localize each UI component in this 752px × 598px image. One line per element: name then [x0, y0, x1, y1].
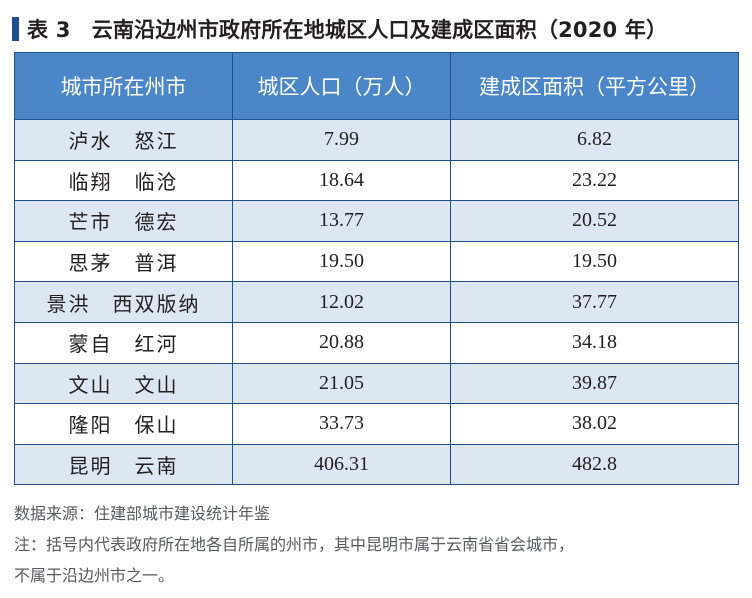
area-cell: 19.50 — [450, 240, 739, 283]
table-row: 临翔 临沧 18.64 23.22 — [14, 159, 739, 202]
footnote-line-2: 不属于沿边州市之一。 — [14, 566, 175, 585]
data-source-note: 数据来源：住建部城市建设统计年鉴 — [14, 504, 271, 523]
population-cell: 33.73 — [232, 403, 451, 445]
table-title: 表 3 云南沿边州市政府所在地城区人口及建成区面积（2020 年） — [27, 18, 668, 42]
table-body: 泸水 怒江 7.99 6.82 临翔 临沧 18.64 23.22 芒市 德宏 … — [14, 119, 739, 486]
area-cell: 34.18 — [450, 321, 739, 364]
column-header-city: 城市所在州市 — [14, 52, 233, 120]
city-cell: 昆明 云南 — [14, 443, 233, 486]
caption-accent-bar — [12, 17, 19, 41]
population-cell: 20.88 — [232, 321, 451, 364]
city-cell: 蒙自 红河 — [14, 321, 233, 364]
city-cell: 隆阳 保山 — [14, 403, 233, 445]
footnote-line-1: 注：括号内代表政府所在地各自所属的州市，其中昆明市属于云南省省会城市， — [14, 535, 575, 554]
column-header-area: 建成区面积（平方公里） — [450, 52, 739, 120]
area-cell: 20.52 — [450, 200, 739, 242]
population-cell: 21.05 — [232, 362, 451, 405]
table-row: 隆阳 保山 33.73 38.02 — [14, 403, 739, 445]
population-cell: 18.64 — [232, 159, 451, 202]
table-row: 泸水 怒江 7.99 6.82 — [14, 119, 739, 161]
header-row: 城市所在州市 城区人口（万人） 建成区面积（平方公里） — [14, 52, 739, 120]
population-cell: 7.99 — [232, 119, 451, 161]
table-notes: 数据来源：住建部城市建设统计年鉴 注：括号内代表政府所在地各自所属的州市，其中昆… — [14, 498, 744, 591]
area-cell: 38.02 — [450, 403, 739, 445]
city-cell: 思茅 普洱 — [14, 240, 233, 283]
table-row: 景洪 西双版纳 12.02 37.77 — [14, 281, 739, 323]
city-cell: 芒市 德宏 — [14, 200, 233, 242]
population-cell: 406.31 — [232, 443, 451, 486]
area-cell: 39.87 — [450, 362, 739, 405]
population-cell: 13.77 — [232, 200, 451, 242]
population-cell: 19.50 — [232, 240, 451, 283]
city-cell: 临翔 临沧 — [14, 159, 233, 202]
table-row: 芒市 德宏 13.77 20.52 — [14, 200, 739, 242]
column-header-population: 城区人口（万人） — [232, 52, 451, 120]
table-row: 昆明 云南 406.31 482.8 — [14, 443, 739, 486]
population-cell: 12.02 — [232, 281, 451, 323]
data-table: 城市所在州市 城区人口（万人） 建成区面积（平方公里） 泸水 怒江 7.99 6… — [14, 52, 739, 486]
area-cell: 37.77 — [450, 281, 739, 323]
table-header: 城市所在州市 城区人口（万人） 建成区面积（平方公里） — [14, 52, 739, 120]
city-cell: 泸水 怒江 — [14, 119, 233, 161]
table-row: 思茅 普洱 19.50 19.50 — [14, 240, 739, 283]
table-caption: 表 3 云南沿边州市政府所在地城区人口及建成区面积（2020 年） — [12, 12, 667, 46]
table-row: 文山 文山 21.05 39.87 — [14, 362, 739, 405]
area-cell: 6.82 — [450, 119, 739, 161]
city-cell: 文山 文山 — [14, 362, 233, 405]
area-cell: 482.8 — [450, 443, 739, 486]
city-cell: 景洪 西双版纳 — [14, 281, 233, 323]
table-row: 蒙自 红河 20.88 34.18 — [14, 321, 739, 364]
area-cell: 23.22 — [450, 159, 739, 202]
